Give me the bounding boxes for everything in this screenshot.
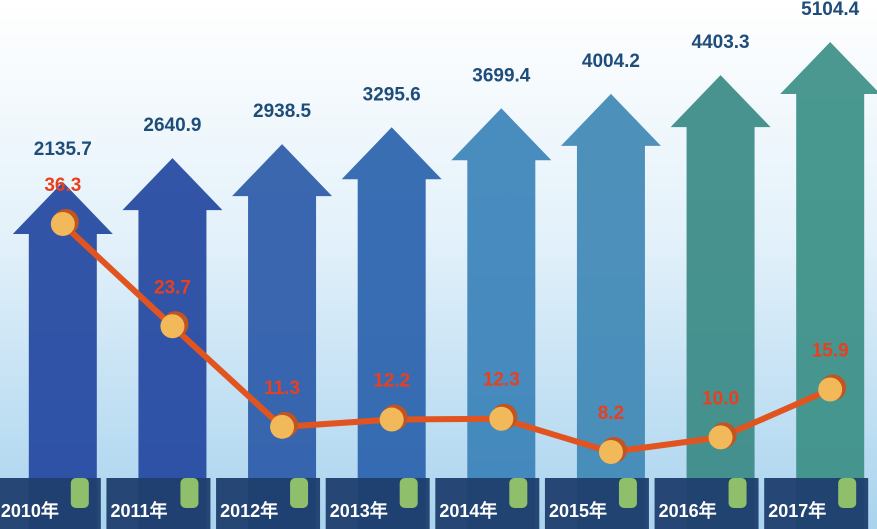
- bar-value-label: 4403.3: [692, 32, 750, 53]
- bar-value-label: 2135.7: [34, 139, 92, 160]
- arrow: [780, 42, 877, 529]
- line-value-label: 36.3: [44, 175, 81, 196]
- category-tab: [290, 478, 309, 508]
- arrow: [341, 127, 442, 529]
- line: [60, 221, 832, 455]
- x-tick-label: 2014年: [439, 500, 497, 521]
- bar-value-label: 2640.9: [143, 115, 201, 136]
- x-tick-label: 2012年: [220, 500, 278, 521]
- arrow: [670, 75, 771, 529]
- line-value-label: 12.3: [483, 370, 520, 391]
- line-value-label: 12.2: [373, 371, 410, 392]
- bar-value-label: 5104.4: [801, 0, 860, 20]
- category-tab: [838, 478, 857, 508]
- arrow: [232, 144, 333, 529]
- line-value-label: 11.3: [264, 378, 300, 399]
- x-tick-label: 2013年: [330, 500, 388, 521]
- arrow: [560, 93, 661, 529]
- arrow: [12, 182, 113, 529]
- x-tick-label: 2016年: [659, 500, 717, 521]
- category-tab: [509, 478, 528, 508]
- marker: [160, 314, 185, 339]
- marker: [489, 406, 514, 431]
- category-tab: [728, 478, 747, 508]
- marker: [270, 414, 295, 439]
- marker: [818, 377, 843, 402]
- marker: [598, 440, 623, 464]
- category-tab: [618, 478, 637, 508]
- x-tick-label: 2011年: [110, 500, 167, 521]
- bar-value-label: 3699.4: [472, 65, 531, 86]
- bar-value-label: 4004.2: [582, 51, 640, 72]
- line-value-label: 23.7: [154, 277, 191, 298]
- marker: [50, 212, 75, 236]
- bar-value-label: 3295.6: [363, 84, 421, 105]
- line-value-label: 15.9: [812, 341, 849, 362]
- category-tab: [399, 478, 418, 508]
- marker: [379, 407, 404, 432]
- arrow: [122, 158, 223, 529]
- x-tick-label: 2010年: [1, 500, 59, 521]
- bar-value-label: 2938.5: [253, 101, 312, 122]
- x-tick-label: 2015年: [549, 500, 607, 521]
- x-tick-label: 2017年: [768, 500, 826, 521]
- marker: [708, 425, 733, 450]
- line-value-label: 8.2: [598, 403, 624, 424]
- category-tab: [180, 478, 199, 508]
- line-value-label: 10.0: [702, 388, 739, 409]
- category-tab: [70, 478, 89, 508]
